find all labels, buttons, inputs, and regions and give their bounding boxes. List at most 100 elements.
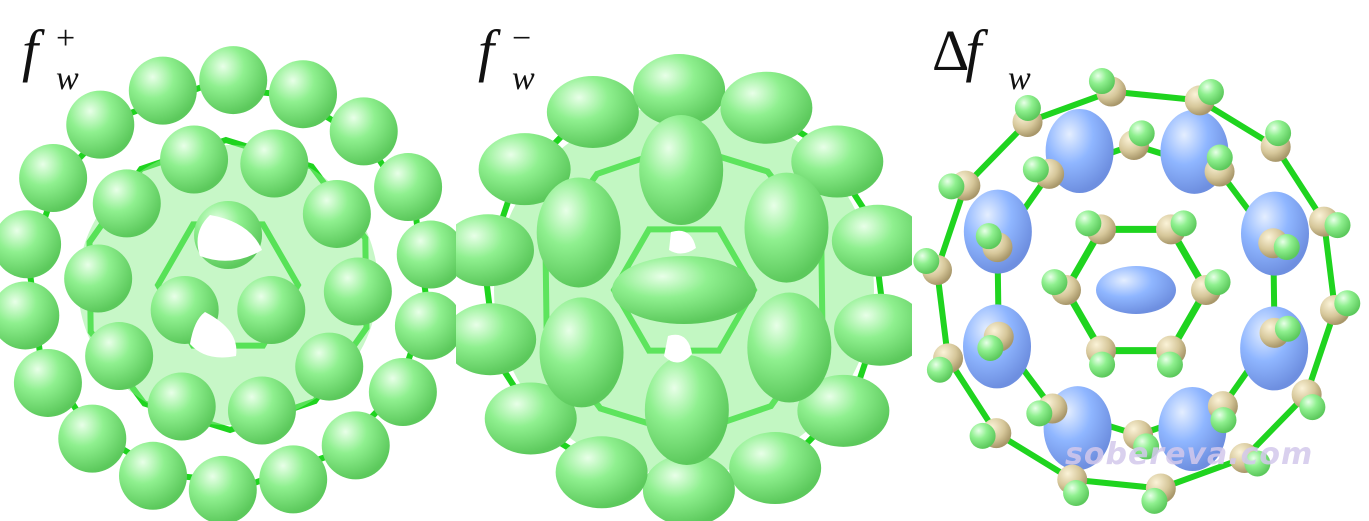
isosurface-lobe [329,97,398,166]
label-main: f [22,18,39,83]
positive-lobe [913,248,940,275]
isosurface-lobe [536,177,621,288]
positive-lobe [1022,156,1049,183]
positive-lobe [1063,480,1090,507]
isosurface-lobe [744,172,829,283]
isosurface-lobe [92,169,161,238]
positive-lobe [926,356,953,383]
isosurface-lobe [64,244,133,313]
positive-lobe [1088,68,1115,95]
label-superscript: − [512,20,532,57]
isosurface-lobe [160,125,229,194]
isosurface-lobe [0,210,62,279]
positive-lobe [1244,450,1271,477]
isosurface-lobe [484,382,577,455]
fullerene-f-plus-isosurface [0,46,456,521]
positive-lobe [1014,94,1041,121]
positive-lobe [1075,210,1102,237]
isosurface-lobe [295,332,364,401]
positive-lobe [1299,394,1326,421]
isosurface-lobe [323,257,392,326]
positive-lobe [1265,120,1292,147]
isosurface-lobe [85,322,154,391]
isosurface-lobe [302,179,371,248]
isosurface-lobe [747,292,832,403]
label-main: f [965,18,982,83]
label-f-minus: f − w [478,22,535,96]
isosurface-lobe [555,436,648,509]
label-delta-f: Δf w [932,22,1031,96]
isosurface-lobe [237,276,306,345]
isosurface-lobe [128,56,197,125]
isosurface-lobe [456,303,537,376]
isosurface-lobe [456,214,534,287]
isosurface-lobe [199,46,268,115]
positive-lobe [938,173,965,200]
isosurface-lobe [0,281,60,350]
isosurface-lobe [58,404,127,473]
positive-lobe [975,223,1002,250]
positive-lobe [1197,78,1224,105]
positive-lobe [1334,290,1361,317]
isosurface-lobe [639,115,724,226]
isosurface-lobe [834,293,912,366]
label-subscript: w [512,60,535,97]
isosurface-lobe [633,54,726,127]
positive-lobe [1170,210,1197,237]
isosurface-lobe [539,297,624,408]
positive-lobe [1156,351,1183,378]
isosurface-lobe [268,60,337,129]
positive-lobe [1128,120,1155,147]
hole [664,334,692,363]
isosurface-lobe [227,376,296,445]
isosurface-lobe [478,133,571,206]
isosurface-lobe [642,453,735,521]
positive-lobe [1210,407,1237,434]
positive-lobe [1089,351,1116,378]
panel-f-minus: f − w [456,0,912,521]
label-subscript: w [56,60,79,97]
positive-lobe [1141,487,1168,514]
positive-lobe [969,422,996,449]
positive-lobe [1206,144,1233,171]
isosurface-lobe [797,374,890,447]
positive-lobe [1026,400,1053,427]
isosurface-lobe [729,432,822,505]
fullerene-delta-f-isosurface [913,68,1361,514]
isosurface-lobe [396,220,456,289]
negative-lobe [1096,266,1176,314]
isosurface-lobe [147,372,216,441]
fullerene-f-minus-isosurface [456,54,912,521]
hole [669,230,696,254]
panel-delta-f: Δf w [912,0,1368,521]
panel-f-plus: f + w [0,0,456,521]
label-subscript: w [1008,60,1031,97]
label-delta-symbol: Δ [932,18,970,83]
isosurface-lobe [546,75,639,148]
isosurface-lobe [19,144,88,213]
isosurface-lobe [612,256,756,324]
positive-lobe [1041,269,1068,296]
hole [190,312,237,358]
isosurface-lobe [394,291,456,360]
isosurface-lobe [321,411,390,480]
positive-lobe [1204,269,1231,296]
positive-lobe [1324,212,1351,239]
label-superscript: + [56,20,76,57]
isosurface-lobe [644,354,729,465]
isosurface-lobe [720,71,813,144]
hole [197,215,262,261]
positive-lobe [1274,315,1301,342]
isosurface-lobe [791,125,884,198]
isosurface-lobe [374,153,443,222]
isosurface-lobe [368,357,437,426]
positive-lobe [977,334,1004,361]
isosurface-lobe [259,445,328,514]
positive-lobe [1273,234,1300,261]
watermark: sobereva.com [1065,437,1314,472]
isosurface-lobe [240,129,309,198]
label-main: f [478,18,495,83]
label-f-plus: f + w [22,22,79,96]
isosurface-lobe [119,441,188,510]
